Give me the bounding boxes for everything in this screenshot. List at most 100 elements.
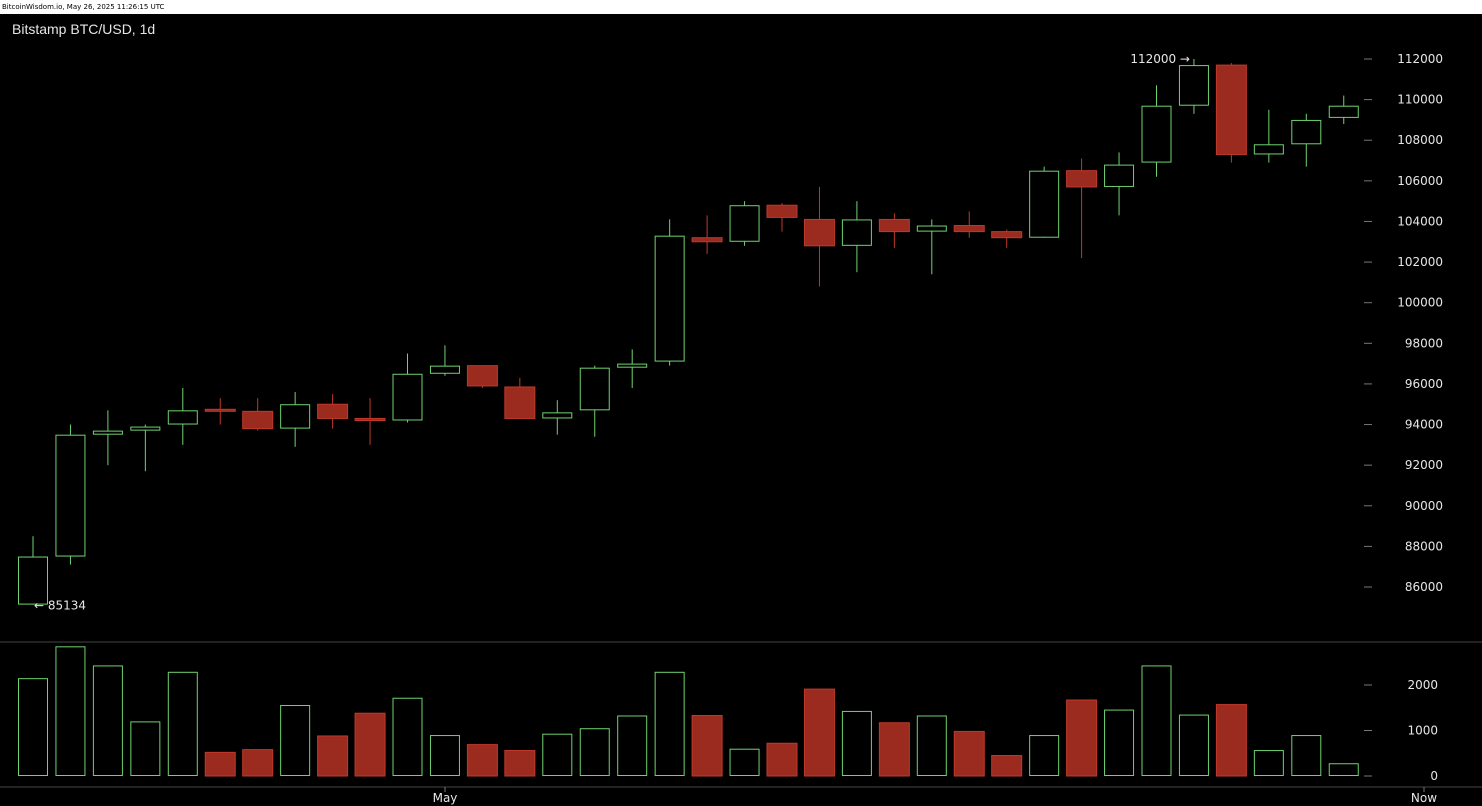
candle-down [991, 229, 1023, 248]
candle-down [766, 203, 798, 232]
candle-body [429, 365, 460, 374]
volume-bar-up [729, 748, 760, 777]
candle-up [1141, 85, 1172, 177]
candle-up [579, 365, 610, 437]
price-tick-label: 104000 [1397, 214, 1443, 228]
price-axis: 86000 88000 90000 92000 94000 96000 98000 10000… [1364, 52, 1443, 594]
candle-down [803, 186, 835, 287]
volume-bar-up [130, 721, 161, 777]
volume-bar-up [280, 705, 311, 777]
volume-bar-up [55, 646, 86, 777]
candle-down [317, 394, 349, 429]
candle-body [1178, 65, 1209, 106]
price-tick-label: 100000 [1397, 296, 1443, 310]
volume-bar-up [617, 715, 648, 776]
volume-bar-up [1178, 714, 1209, 777]
time-tick-label: May [433, 791, 458, 805]
candle-down [204, 398, 236, 425]
candle-up [18, 536, 48, 605]
panel-separators [0, 641, 1482, 788]
volume-bar-down [878, 722, 910, 777]
volume-bar-up [542, 733, 573, 776]
candle-up [429, 345, 460, 376]
candle-body [1215, 64, 1247, 155]
timestamp-bar: BitcoinWisdom.io, May 26, 2025 11:26:15 … [0, 0, 1482, 14]
price-tick-label: 92000 [1405, 458, 1443, 472]
volume-bar-up [1253, 750, 1284, 777]
candle-down [1215, 63, 1247, 163]
candle-body [242, 410, 274, 430]
volume-bar-up [18, 678, 48, 776]
candle-body [317, 403, 349, 419]
candle-up [729, 201, 760, 246]
chart-title: Bitstamp BTC/USD, 1d [12, 21, 156, 37]
candle-body [504, 386, 536, 419]
chart-canvas[interactable]: 8600088000900009200094000960009800010000… [0, 14, 1482, 806]
candle-body [766, 204, 798, 218]
candle-body [466, 365, 498, 387]
candle-body [729, 205, 760, 242]
volume-bar-down [242, 749, 274, 777]
volume-bar-down [354, 712, 386, 777]
candle-up [1104, 152, 1135, 216]
candle-body [1104, 164, 1135, 187]
candle-down [504, 377, 536, 419]
volume-bar-down [317, 735, 349, 777]
candle-down [1066, 158, 1098, 259]
price-tick-label: 106000 [1397, 174, 1443, 188]
candle-body [953, 225, 985, 233]
candle-up [280, 392, 311, 447]
candle-body [204, 408, 236, 412]
candle-body [878, 218, 910, 233]
candle-body [354, 417, 386, 421]
price-tick-label: 110000 [1397, 93, 1443, 107]
candle-body [841, 219, 872, 246]
candle-up [617, 349, 648, 388]
price-tick-label: 90000 [1405, 499, 1443, 513]
candles [18, 59, 1359, 605]
candle-up [167, 387, 198, 445]
candle-body [18, 556, 48, 605]
volume-bar-up [167, 671, 198, 776]
candle-body [691, 237, 723, 243]
candle-up [1029, 166, 1060, 238]
volume-bar-up [654, 671, 685, 776]
volume-bars [18, 646, 1359, 777]
candle-body [991, 231, 1023, 239]
low-price-label: ← 85134 [34, 599, 86, 613]
price-tick-label: 94000 [1405, 418, 1443, 432]
candle-body [542, 412, 573, 419]
candle-up [1178, 59, 1209, 114]
timestamp-text: BitcoinWisdom.io, May 26, 2025 11:26:15 … [2, 3, 165, 11]
candle-body [1141, 105, 1172, 163]
candle-up [1328, 95, 1359, 124]
candle-body [280, 404, 311, 429]
candle-down [691, 215, 723, 254]
candle-up [654, 219, 685, 366]
volume-bar-down [991, 755, 1023, 777]
candle-down [878, 213, 910, 248]
candle-body [1029, 170, 1060, 238]
volume-bar-down [504, 750, 536, 777]
price-tick-label: 98000 [1405, 336, 1443, 350]
candle-body [1291, 119, 1322, 145]
candle-body [1066, 170, 1098, 188]
annotations: 112000 → ← 85134 [34, 52, 1190, 613]
volume-bar-down [691, 714, 723, 777]
candle-body [1253, 144, 1284, 155]
candle-body [392, 373, 423, 421]
volume-tick-label: 0 [1430, 769, 1438, 783]
candle-up [542, 400, 573, 435]
volume-tick-label: 2000 [1407, 678, 1438, 692]
time-axis: May Now [433, 787, 1437, 805]
candle-body [579, 367, 610, 411]
candle-down [242, 398, 274, 431]
candle-up [130, 424, 161, 472]
volume-bar-up [429, 735, 460, 776]
price-tick-label: 112000 [1397, 52, 1443, 66]
candle-body [1328, 105, 1359, 118]
price-tick-label: 102000 [1397, 255, 1443, 269]
volume-bar-down [766, 742, 798, 777]
candle-body [803, 218, 835, 247]
high-price-label: 112000 → [1130, 52, 1190, 66]
